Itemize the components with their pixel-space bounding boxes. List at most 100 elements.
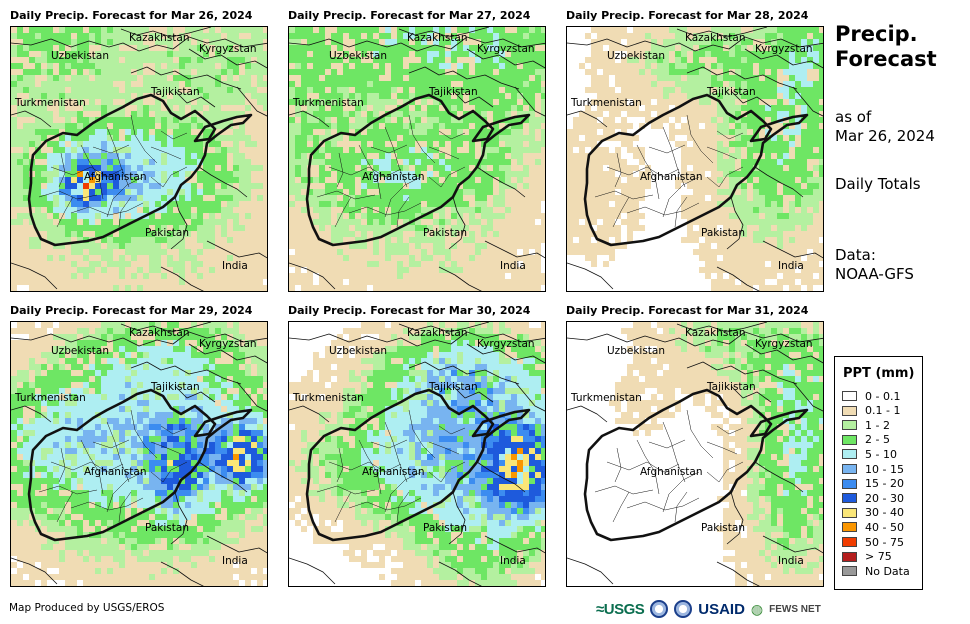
precip-cell — [361, 27, 367, 33]
precip-cell — [233, 123, 239, 129]
precip-cell — [403, 225, 409, 231]
precip-cell — [23, 129, 29, 135]
precip-cell — [801, 69, 807, 75]
precip-cell — [391, 99, 397, 105]
precip-cell — [233, 285, 239, 291]
precip-cell — [125, 189, 131, 195]
precip-cell — [481, 27, 487, 33]
precip-cell — [221, 231, 227, 237]
precip-cell — [47, 27, 53, 33]
precip-cell — [11, 189, 17, 195]
precip-cell — [221, 165, 227, 171]
precip-cell — [209, 105, 215, 111]
precip-cell — [301, 117, 307, 123]
precip-cell — [197, 189, 203, 195]
precip-cell — [251, 27, 257, 33]
precip-cell — [179, 177, 185, 183]
precip-cell — [185, 135, 191, 141]
precip-cell — [173, 57, 179, 63]
precip-cell — [499, 51, 505, 57]
precip-cell — [771, 87, 777, 93]
precip-cell — [119, 117, 125, 123]
precip-cell — [433, 159, 439, 165]
precip-cell — [633, 75, 639, 81]
precip-cell — [331, 249, 337, 255]
precip-cell — [53, 273, 59, 279]
precip-cell — [517, 285, 523, 291]
precip-cell — [17, 129, 23, 135]
precip-cell — [179, 219, 185, 225]
precip-cell — [173, 27, 179, 33]
precip-cell — [251, 147, 257, 153]
precip-cell — [155, 99, 161, 105]
precip-cell — [777, 195, 783, 201]
precip-cell — [675, 51, 681, 57]
precip-cell — [83, 105, 89, 111]
precip-cell — [155, 171, 161, 177]
precip-cell — [597, 81, 603, 87]
precip-cell — [591, 123, 597, 129]
precip-cell — [567, 177, 573, 183]
precip-cell — [397, 243, 403, 249]
precip-cell — [789, 117, 795, 123]
precip-cell — [215, 99, 221, 105]
precip-cell — [17, 69, 23, 75]
precip-cell — [535, 69, 541, 75]
precip-cell — [59, 231, 65, 237]
precip-cell — [517, 123, 523, 129]
precip-cell — [807, 111, 813, 117]
precip-cell — [385, 147, 391, 153]
precip-cell — [313, 111, 319, 117]
precip-cell — [597, 45, 603, 51]
precip-cell — [295, 63, 301, 69]
precip-cell — [403, 243, 409, 249]
precip-cell — [245, 195, 251, 201]
precip-cell — [523, 141, 529, 147]
precip-cell — [233, 33, 239, 39]
precip-cell — [349, 243, 355, 249]
precip-cell — [29, 285, 35, 291]
precip-cell — [95, 99, 101, 105]
precip-cell — [451, 285, 457, 291]
precip-cell — [191, 225, 197, 231]
precip-cell — [355, 285, 361, 291]
precip-cell — [203, 111, 209, 117]
precip-cell — [245, 105, 251, 111]
precip-cell — [179, 93, 185, 99]
precip-cell — [23, 123, 29, 129]
precip-cell — [517, 27, 523, 33]
precip-cell — [373, 291, 379, 292]
precip-cell — [795, 171, 801, 177]
precip-cell — [699, 201, 705, 207]
province-boundary — [336, 152, 344, 188]
precip-cell — [747, 27, 753, 33]
precip-cell — [197, 201, 203, 207]
precip-cell — [597, 63, 603, 69]
precip-cell — [403, 153, 409, 159]
precip-cell — [227, 99, 233, 105]
precip-cell — [427, 171, 433, 177]
precip-cell — [789, 81, 795, 87]
precip-cell — [301, 219, 307, 225]
precip-cell — [615, 27, 621, 33]
precip-cell — [155, 63, 161, 69]
precip-cell — [451, 237, 457, 243]
precip-cell — [373, 231, 379, 237]
precip-cell — [451, 105, 457, 111]
precip-cell — [487, 279, 493, 285]
precip-cell — [723, 87, 729, 93]
precip-cell — [379, 273, 385, 279]
precip-cell — [149, 183, 155, 189]
precip-cell — [245, 117, 251, 123]
precip-cell — [41, 255, 47, 261]
precip-cell — [699, 69, 705, 75]
precip-cell — [753, 33, 759, 39]
precip-cell — [451, 201, 457, 207]
precip-cell — [185, 183, 191, 189]
precip-cell — [451, 135, 457, 141]
precip-cell — [257, 99, 263, 105]
precip-cell — [463, 123, 469, 129]
precip-cell — [191, 183, 197, 189]
precip-cell — [161, 261, 167, 267]
precip-cell — [215, 69, 221, 75]
